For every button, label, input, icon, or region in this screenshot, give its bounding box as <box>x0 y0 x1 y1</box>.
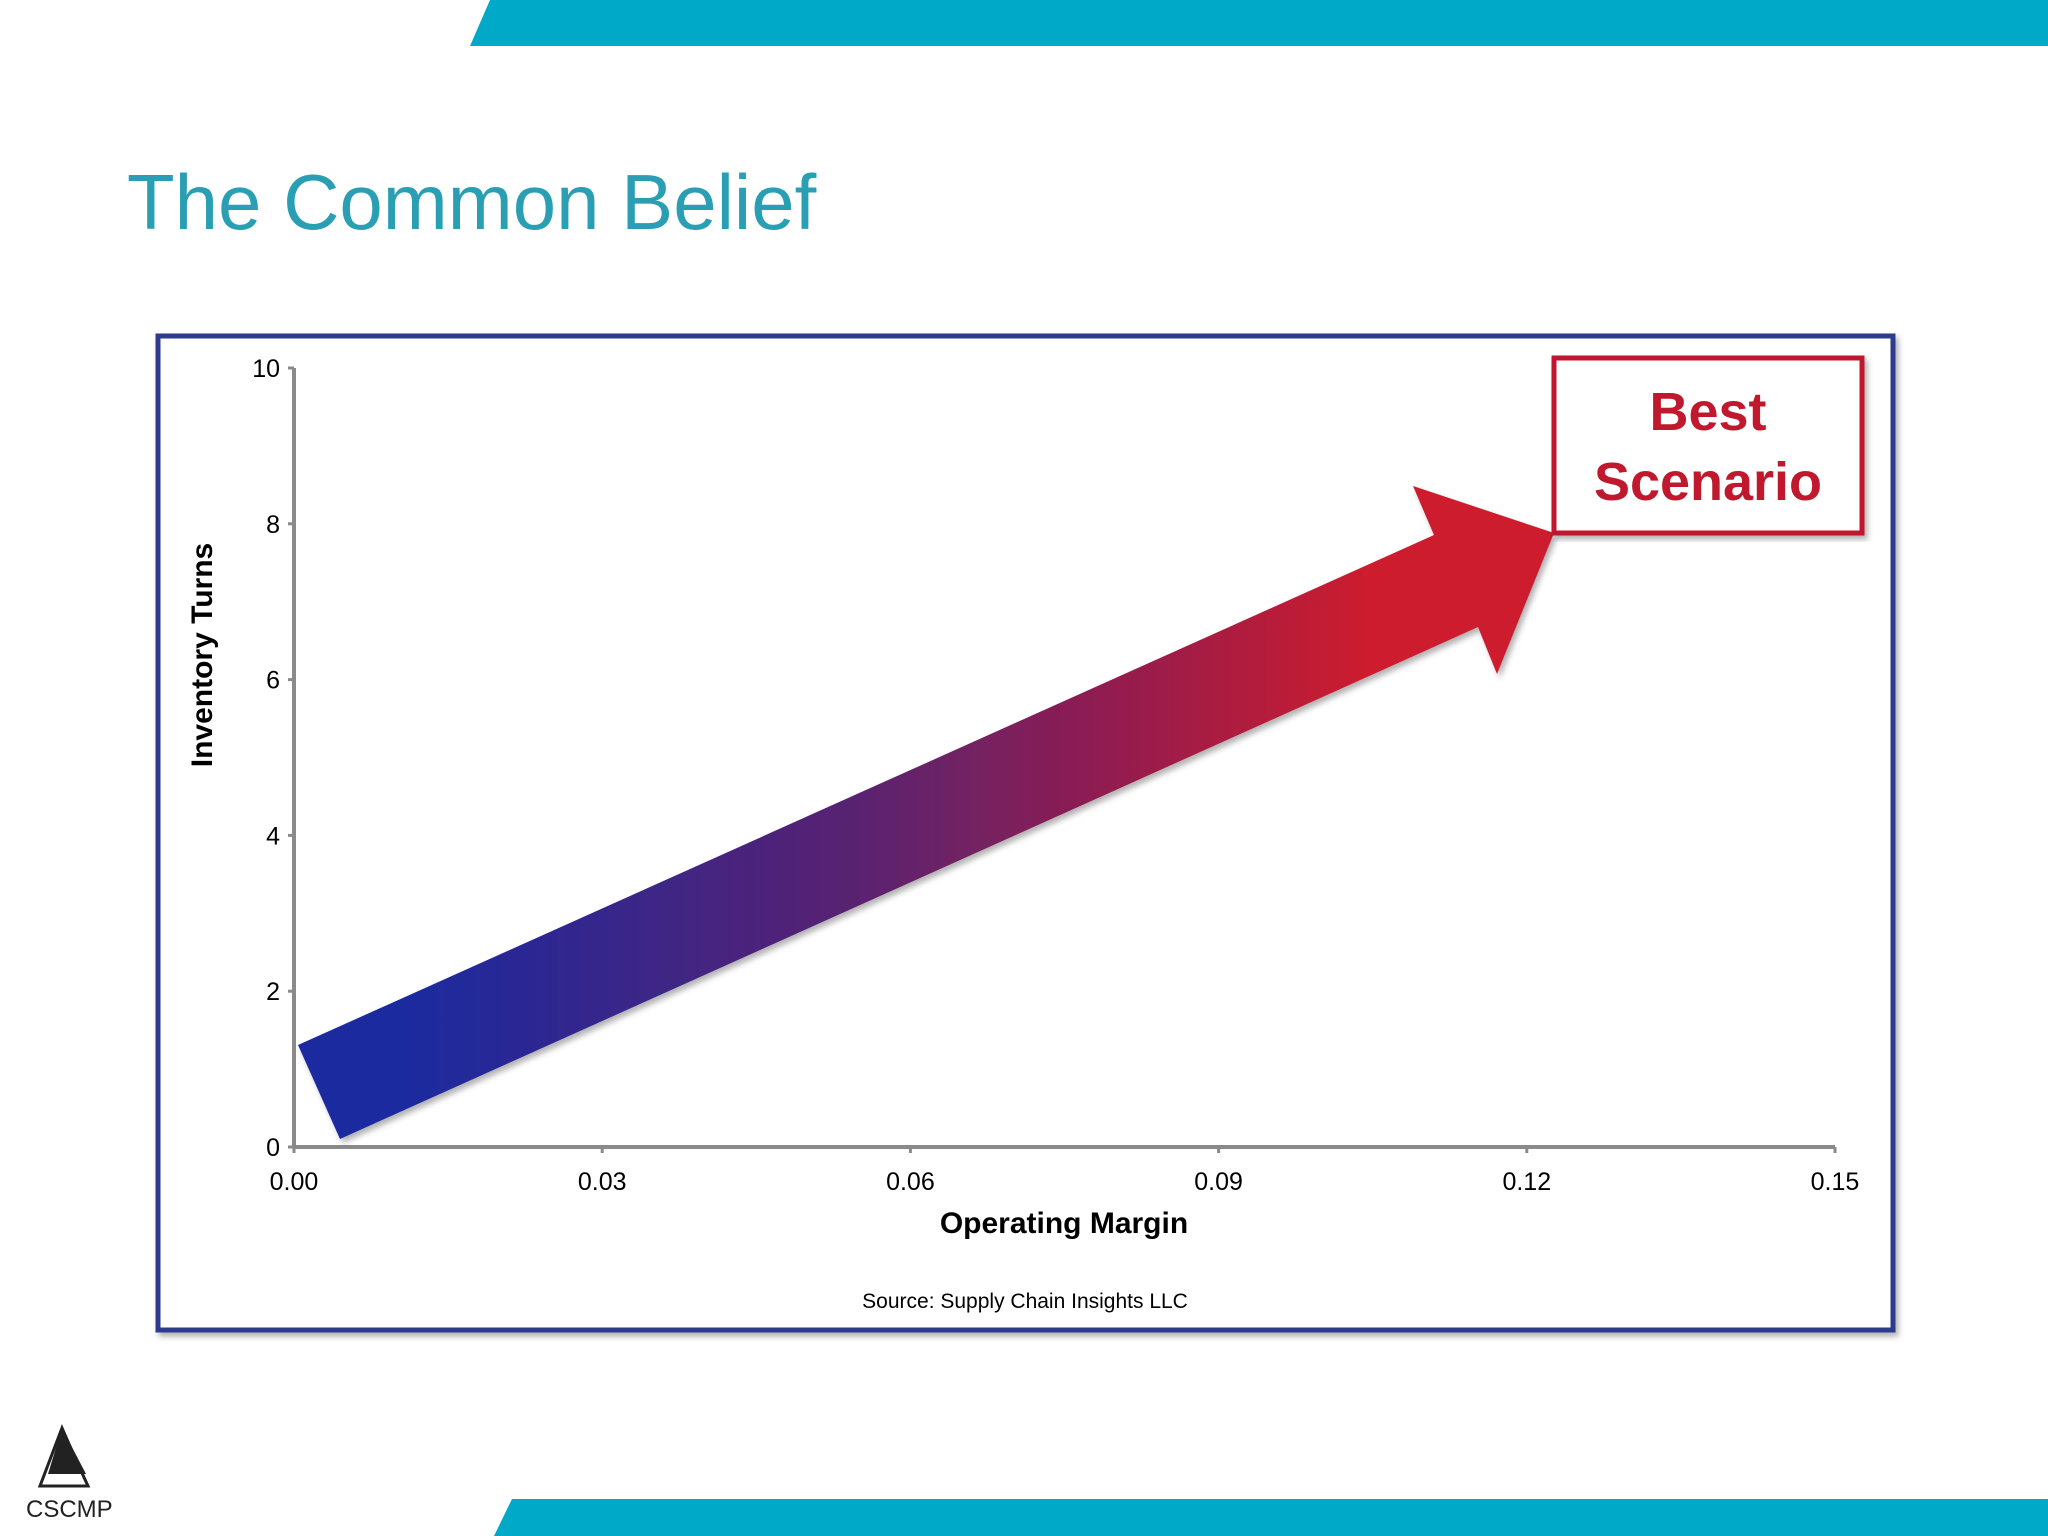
y-tick-label: 2 <box>266 978 280 1006</box>
x-tick-label: 0.15 <box>1811 1168 1860 1196</box>
logo-text: CSCMP <box>26 1496 113 1523</box>
y-tick-label: 10 <box>252 355 280 383</box>
source: Source: Supply Chain Insights LLC <box>862 1290 1188 1313</box>
y-tick-label: 4 <box>266 822 280 850</box>
logo-mark <box>48 1428 86 1474</box>
annotation-line: Best <box>1649 382 1766 442</box>
x-tick-label: 0.00 <box>270 1168 319 1196</box>
y-tick-label: 6 <box>266 667 280 695</box>
y-tick-label: 8 <box>266 511 280 539</box>
bottom-band <box>494 1499 2048 1536</box>
annotation-box <box>1551 355 1865 536</box>
y-axis-label: Inventory Turns <box>186 543 219 767</box>
x-tick-label: 0.06 <box>886 1168 935 1196</box>
x-tick-label: 0.09 <box>1194 1168 1243 1196</box>
y-tick-label: 0 <box>266 1134 280 1162</box>
annotation-line: Scenario <box>1594 452 1822 512</box>
trend-arrow <box>298 486 1554 1139</box>
x-tick-label: 0.12 <box>1502 1168 1551 1196</box>
top-band <box>470 0 2048 46</box>
plot: 0 2 4 6 8 10 0.00 0.03 0.06 0.09 0.12 0.15 <box>252 355 1859 1196</box>
x-tick-label: 0.03 <box>578 1168 627 1196</box>
x-axis-label: Operating Margin <box>940 1207 1188 1240</box>
slide-title: The Common Belief <box>127 158 817 246</box>
